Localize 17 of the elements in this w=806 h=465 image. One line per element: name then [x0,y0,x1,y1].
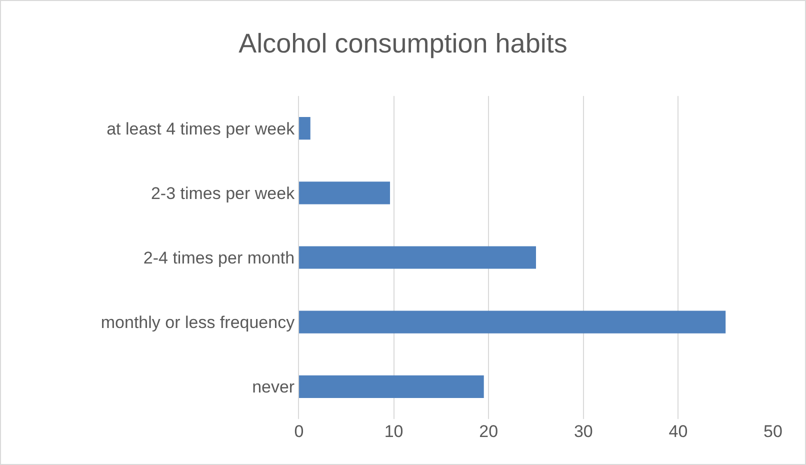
bar [299,375,484,398]
y-tick-label: 2-3 times per week [150,184,296,203]
bar [299,246,536,269]
x-tick-label: 50 [764,422,782,441]
x-tick-label: 0 [294,422,304,441]
y-tick-label: at least 4 times per week [106,119,296,138]
x-tick-label: 10 [384,422,404,441]
y-tick-label: 2-4 times per month [143,248,295,268]
bar [299,116,310,140]
x-tick-label: 30 [574,422,593,441]
y-tick-label: never [252,378,295,397]
bar [299,182,390,204]
y-tick-label: monthly or less frequency [100,313,296,332]
x-tick-label: 40 [668,422,688,441]
bar [299,310,726,334]
chart-title: Alcohol consumption habits [238,28,568,58]
x-tick-label: 20 [479,422,498,441]
